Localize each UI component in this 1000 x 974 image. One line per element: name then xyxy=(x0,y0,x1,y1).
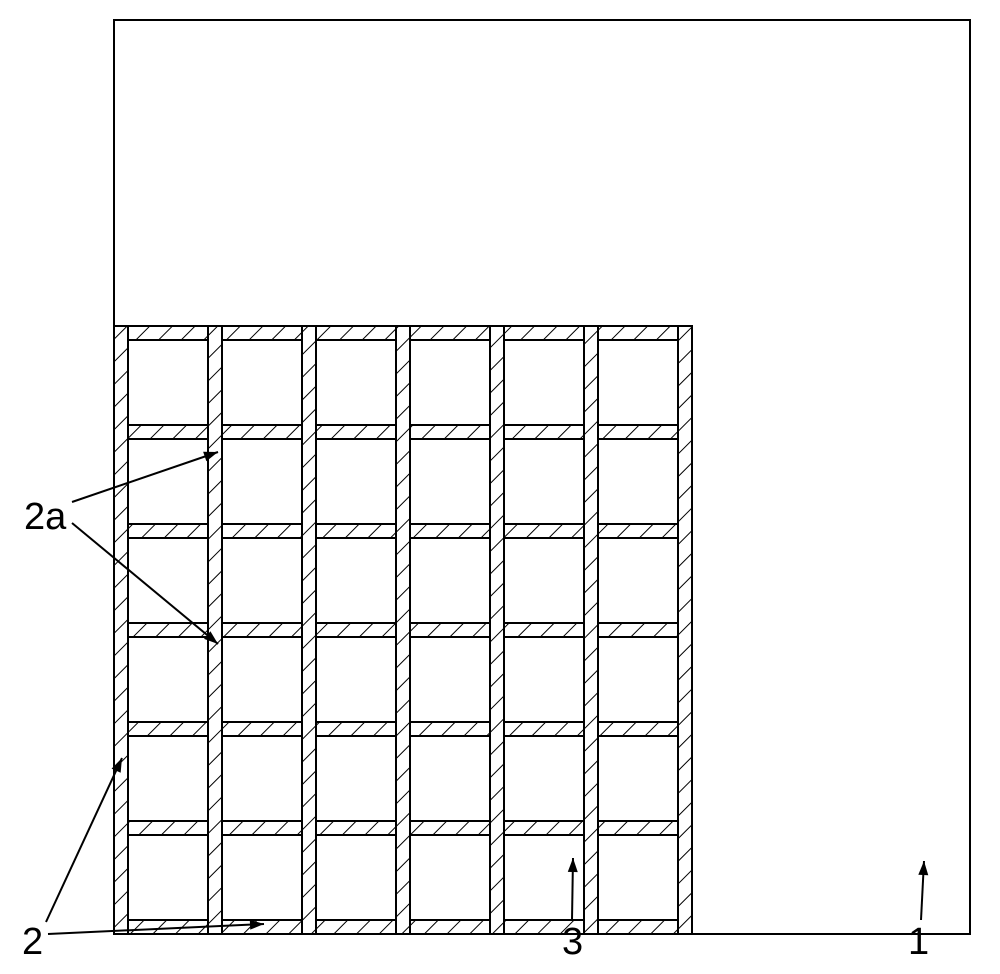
label-2a: 2a xyxy=(24,496,66,539)
diagram-svg xyxy=(0,0,1000,974)
outer-rect xyxy=(114,20,970,934)
diagram-canvas: 2a 2 3 1 xyxy=(0,0,1000,974)
label-2: 2 xyxy=(22,921,43,964)
label-1: 1 xyxy=(908,921,929,964)
label-3: 3 xyxy=(562,921,583,964)
